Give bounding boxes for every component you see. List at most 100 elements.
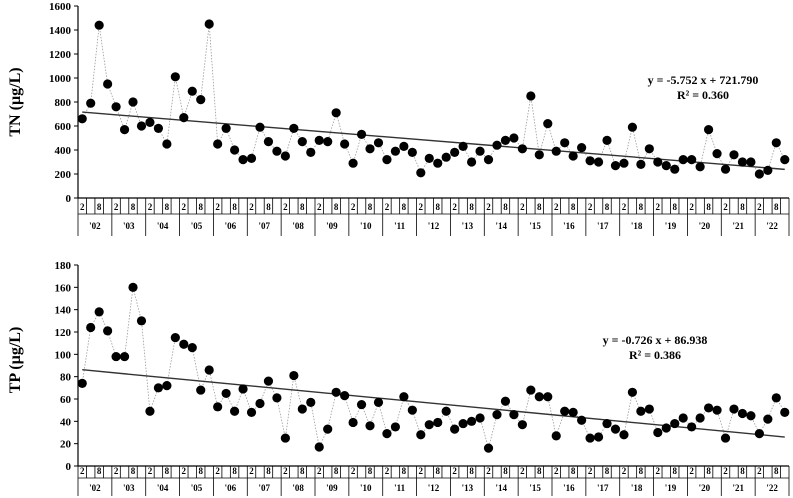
tp-data-point: [475, 413, 485, 423]
tp-season-label: 2: [351, 466, 356, 476]
tn-y-tick-label: 1400: [49, 25, 72, 37]
tp-data-point: [661, 423, 671, 433]
tn-data-point: [729, 150, 739, 160]
tp-data-point: [331, 387, 341, 397]
tp-season-label: 2: [656, 466, 661, 476]
tn-data-point: [306, 147, 316, 157]
tp-y-tick-label: 100: [55, 349, 72, 361]
tp-year-label: '15: [529, 483, 541, 493]
tn-data-point: [77, 114, 87, 124]
tn-data-point: [255, 122, 265, 132]
tp-data-point: [712, 405, 722, 415]
tn-season-label: 2: [249, 202, 254, 212]
tn-data-point: [289, 123, 299, 133]
tn-y-tick-label: 600: [55, 121, 72, 133]
tp-data-point: [390, 422, 401, 432]
tn-data-point: [94, 20, 104, 30]
tp-data-point: [204, 365, 214, 375]
tn-season-label: 8: [435, 202, 440, 212]
tn-y-tick-label: 0: [66, 193, 72, 205]
tp-season-label: 2: [588, 466, 593, 476]
tn-data-point: [356, 129, 367, 139]
tn-data-point: [509, 133, 519, 143]
tp-y-axis-label: TP (µg/L): [7, 327, 24, 394]
tp-data-point: [229, 406, 240, 416]
tp-season-label: 2: [148, 466, 153, 476]
tp-data-point: [348, 417, 358, 428]
tn-data-point: [373, 138, 384, 148]
tp-data-point: [763, 414, 773, 424]
tp-y-tick-label: 140: [55, 305, 72, 317]
tn-data-point: [111, 102, 121, 112]
tp-data-point: [695, 413, 705, 423]
tp-data-point: [771, 393, 781, 403]
tp-data-point: [678, 413, 688, 423]
tn-season-label: 2: [689, 202, 694, 212]
tp-data-point: [703, 403, 714, 413]
tn-data-point: [314, 135, 324, 145]
tp-year-label: '22: [766, 483, 778, 493]
tn-data-point: [416, 168, 426, 178]
tp-season-label: 8: [97, 466, 102, 476]
tn-season-label: 2: [723, 202, 728, 212]
tp-data-point: [323, 424, 333, 434]
tp-season-label: 8: [706, 466, 711, 476]
tp-year-label: '03: [123, 483, 135, 493]
tn-data-point: [179, 113, 189, 123]
tn-data-point: [399, 141, 409, 151]
tp-season-label: 2: [554, 466, 559, 476]
tn-r-squared: R² = 0.360: [677, 88, 729, 102]
tp-data-point: [416, 430, 426, 440]
tp-data-point: [780, 407, 790, 417]
tp-year-label: '12: [428, 483, 440, 493]
tn-data-point: [331, 108, 341, 118]
tn-data-point: [103, 79, 113, 89]
tn-data-point: [382, 155, 392, 165]
tp-data-point: [365, 421, 375, 431]
tn-year-label: '13: [462, 221, 474, 231]
tn-data-point: [263, 137, 274, 147]
tp-data-point: [636, 406, 646, 416]
tp-data-point: [577, 415, 587, 425]
tp-data-point: [543, 392, 553, 402]
tp-season-label: 2: [757, 466, 762, 476]
tn-season-label: 8: [503, 202, 508, 212]
tn-season-label: 8: [402, 202, 407, 212]
tp-season-label: 2: [283, 466, 288, 476]
tn-data-point: [238, 155, 248, 165]
tp-data-point: [729, 404, 739, 414]
tn-season-label: 8: [300, 202, 305, 212]
tn-season-label: 8: [131, 202, 136, 212]
tp-year-label: '09: [326, 483, 338, 493]
tp-season-label: 2: [215, 466, 220, 476]
tn-data-point: [162, 139, 172, 149]
tp-data-point: [653, 427, 663, 438]
tn-data-point: [136, 121, 147, 131]
tn-y-tick-label: 200: [55, 169, 72, 181]
tn-year-label: '21: [732, 221, 744, 231]
tn-data-point: [636, 159, 646, 169]
tn-year-label: '06: [225, 221, 237, 231]
tn-season-label: 2: [588, 202, 593, 212]
tp-data-point: [407, 405, 417, 415]
tp-year-label: '21: [732, 483, 744, 493]
tn-year-label: '02: [89, 221, 101, 231]
tp-season-label: 8: [469, 466, 474, 476]
tn-year-label: '22: [766, 221, 778, 231]
tn-data-point: [390, 146, 401, 156]
tn-data-point: [407, 147, 417, 157]
tn-data-point: [737, 157, 748, 167]
tn-season-label: 8: [706, 202, 711, 212]
tp-season-label: 2: [723, 466, 728, 476]
tp-y-tick-label: 180: [55, 260, 72, 272]
tn-season-label: 8: [165, 202, 170, 212]
tp-season-label: 8: [672, 466, 677, 476]
tp-data-point: [86, 322, 96, 333]
tp-data-point: [272, 393, 282, 403]
tp-year-label: '18: [631, 483, 643, 493]
tp-data-point: [627, 387, 638, 397]
tn-season-label: 2: [114, 202, 119, 212]
tn-season-label: 2: [554, 202, 559, 212]
tn-data-point: [771, 138, 781, 148]
tn-data-point: [441, 152, 451, 162]
